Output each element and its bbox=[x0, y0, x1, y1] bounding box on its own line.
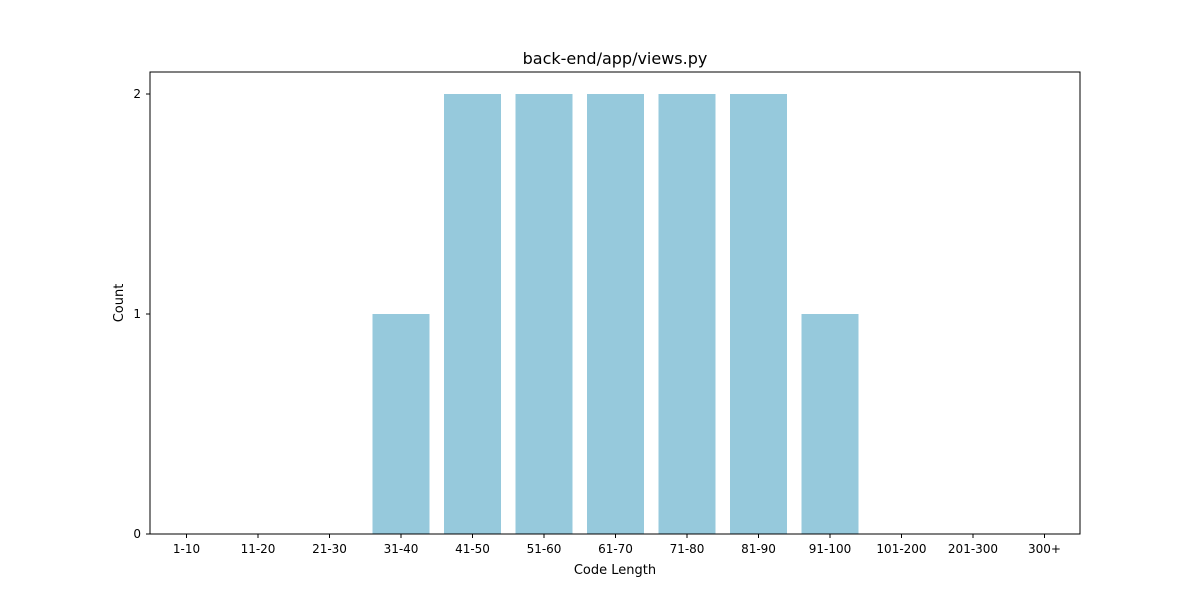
bar-91-100 bbox=[801, 314, 859, 534]
x-tick-label: 81-90 bbox=[741, 542, 776, 556]
y-tick-label: 0 bbox=[133, 527, 141, 541]
bar-71-80 bbox=[658, 94, 716, 534]
x-tick-label: 71-80 bbox=[670, 542, 705, 556]
x-tick-label: 201-300 bbox=[948, 542, 998, 556]
bar-51-60 bbox=[515, 94, 573, 534]
x-tick-label: 1-10 bbox=[173, 542, 200, 556]
x-tick-label: 51-60 bbox=[527, 542, 562, 556]
bar-61-70 bbox=[587, 94, 644, 534]
y-axis-label: Count bbox=[112, 284, 127, 323]
x-tick-label: 91-100 bbox=[809, 542, 852, 556]
bar-41-50 bbox=[444, 94, 501, 534]
x-tick-label: 41-50 bbox=[455, 542, 490, 556]
y-tick-label: 2 bbox=[133, 87, 141, 101]
x-axis-label: Code Length bbox=[574, 563, 656, 578]
chart-title: back-end/app/views.py bbox=[523, 49, 708, 68]
x-tick-label: 21-30 bbox=[312, 542, 347, 556]
bar-31-40 bbox=[372, 314, 430, 534]
x-tick-label: 101-200 bbox=[876, 542, 926, 556]
x-tick-label: 11-20 bbox=[241, 542, 276, 556]
x-tick-label: 31-40 bbox=[384, 542, 419, 556]
x-tick-label: 300+ bbox=[1028, 542, 1061, 556]
x-tick-label: 61-70 bbox=[598, 542, 633, 556]
bar-81-90 bbox=[730, 94, 787, 534]
y-tick-label: 1 bbox=[133, 307, 141, 321]
x-axis: 1-10 11-20 21-30 31-40 41-50 51-60 61-70 71-80 8… bbox=[173, 534, 1061, 556]
bars-group bbox=[372, 94, 859, 534]
y-axis: 0 1 2 bbox=[133, 87, 150, 541]
